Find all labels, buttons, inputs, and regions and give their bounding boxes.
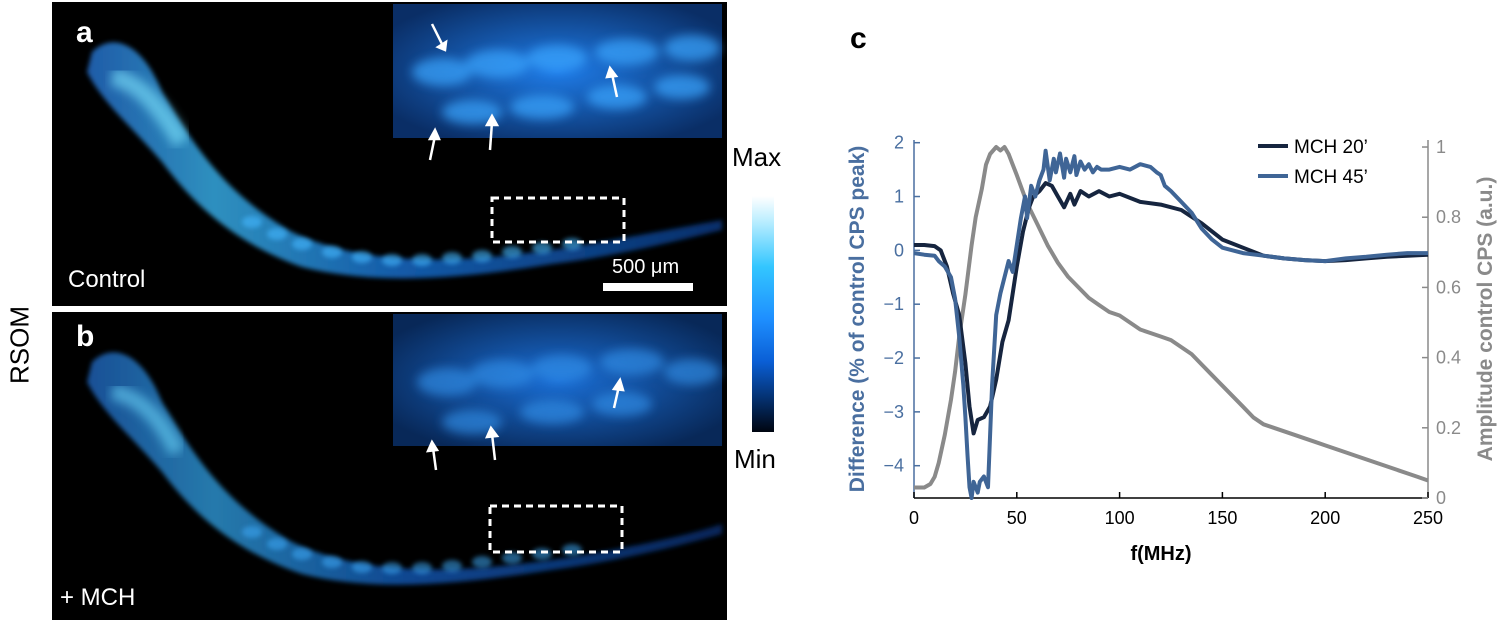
- right-y-tick-label: 0.6: [1436, 277, 1461, 297]
- zebrafish-image-b: [87, 314, 722, 585]
- x-tick-label: 100: [1105, 508, 1135, 528]
- left-y-tick-label: −3: [883, 402, 904, 422]
- rsom-side-label: RSOM: [0, 300, 40, 390]
- left-y-tick-label: −4: [883, 456, 904, 476]
- scale-bar: [603, 283, 693, 291]
- left-y-tick-label: 0: [894, 240, 904, 260]
- series-line-mch45: [913, 148, 1428, 500]
- left-y-tick-label: −1: [883, 294, 904, 314]
- right-y-axis-label: Amplitude control CPS (a.u.): [1474, 177, 1497, 462]
- zoom-region-box-a: [490, 196, 626, 244]
- scale-bar-label: 500 μm: [612, 256, 680, 278]
- right-y-tick-label: 0.2: [1436, 418, 1461, 438]
- x-tick-label: 200: [1310, 508, 1340, 528]
- left-y-tick-label: 2: [894, 133, 904, 153]
- left-y-tick-label: 1: [894, 187, 904, 207]
- panel-a-control-image: a Control 500 μm: [52, 2, 727, 306]
- zoom-region-box-b: [488, 504, 624, 554]
- panel-b-letter: b: [76, 320, 95, 353]
- panel-a-letter: a: [76, 16, 93, 49]
- x-axis-label: f(MHz): [1130, 543, 1191, 565]
- legend-label: MCH 20’: [1294, 137, 1368, 158]
- colorbar-min-label: Min: [734, 444, 776, 474]
- x-tick-label: 0: [909, 508, 919, 528]
- panel-a-condition: Control: [68, 266, 146, 293]
- legend-label: MCH 45’: [1294, 167, 1368, 188]
- panel-b-mch-image: b + MCH: [52, 312, 727, 620]
- right-y-tick-label: 0.8: [1436, 207, 1461, 227]
- panel-b-condition: + MCH: [60, 584, 136, 611]
- x-tick-label: 50: [1007, 508, 1027, 528]
- colorbar: [752, 196, 774, 432]
- panel-c-letter: c: [850, 22, 867, 55]
- series-line-control: [914, 145, 1429, 490]
- left-y-axis-label: Difference (% of control CPS peak): [846, 146, 869, 493]
- right-y-tick-label: 0.4: [1436, 348, 1461, 368]
- panel-c-chart: c 0 50 100 150 200 250 2 1 0 −1 −2 −3 −4 1 0.8 0.6 0.4 0.…: [800, 0, 1506, 625]
- frequency-difference-chart: c 0 50 100 150 200 250 2 1 0 −1 −2 −3 −4 1 0.8 0.6 0.4 0.…: [846, 22, 1497, 565]
- rsom-label-text: RSOM: [4, 306, 35, 384]
- x-tick-label: 150: [1207, 508, 1237, 528]
- left-y-tick-label: −2: [883, 348, 904, 368]
- x-tick-label: 250: [1413, 508, 1443, 528]
- colorbar-max-label: Max: [732, 142, 782, 172]
- right-y-tick-label: 1: [1436, 137, 1446, 157]
- zebrafish-image-a: [87, 4, 722, 291]
- right-y-tick-label: 0: [1436, 488, 1446, 508]
